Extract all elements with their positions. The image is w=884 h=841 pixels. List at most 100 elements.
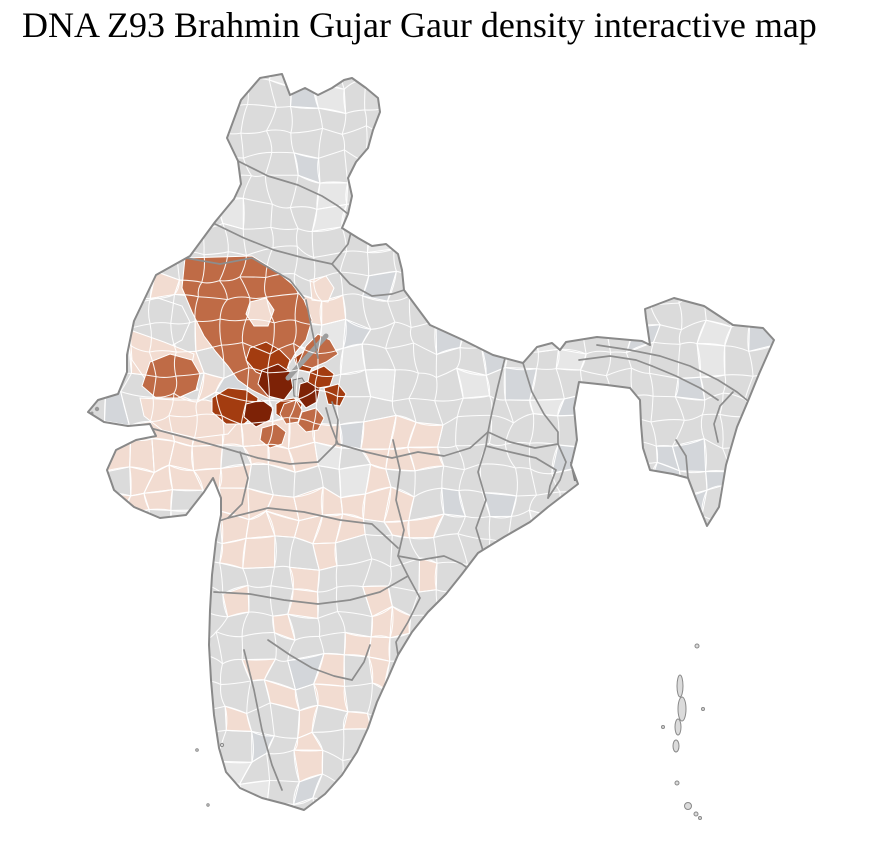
district-cell[interactable] <box>81 509 105 544</box>
district-cell[interactable] <box>650 609 677 642</box>
district-cell[interactable] <box>768 613 800 643</box>
district-cell[interactable] <box>482 76 517 109</box>
district-cell[interactable] <box>605 297 635 329</box>
district-veryhigh-south[interactable] <box>243 399 274 428</box>
district-cell[interactable] <box>770 62 802 90</box>
district-cell[interactable] <box>153 782 182 810</box>
district-cell[interactable] <box>454 653 491 689</box>
district-cell[interactable] <box>436 250 466 279</box>
district-cell[interactable] <box>797 610 821 633</box>
district-cell[interactable] <box>580 79 612 112</box>
district-cell[interactable] <box>409 248 443 282</box>
district-cell[interactable] <box>368 175 390 202</box>
district-cell[interactable] <box>528 509 562 543</box>
island[interactable] <box>677 696 687 722</box>
district-cell[interactable] <box>697 653 726 690</box>
district-cell[interactable] <box>98 828 131 841</box>
island[interactable] <box>672 739 680 753</box>
island[interactable] <box>698 816 702 820</box>
district-cell[interactable] <box>168 807 202 831</box>
island[interactable] <box>219 742 225 748</box>
district-cell[interactable] <box>627 201 660 233</box>
district-cell[interactable] <box>97 318 130 354</box>
district-cell[interactable] <box>725 605 751 643</box>
district-cell[interactable] <box>698 534 732 571</box>
district-cell[interactable] <box>434 823 466 841</box>
district-cell[interactable] <box>676 77 703 114</box>
district-cell[interactable] <box>671 533 702 571</box>
district-cell[interactable] <box>411 77 443 105</box>
district-cell[interactable] <box>626 629 657 665</box>
district-cell[interactable] <box>679 732 705 760</box>
district-cell[interactable] <box>436 222 463 256</box>
district-cell[interactable] <box>465 562 493 592</box>
district-cell[interactable] <box>359 778 392 810</box>
district-cell[interactable] <box>724 55 756 88</box>
district-cell[interactable] <box>168 537 205 571</box>
district-cell[interactable] <box>673 196 706 234</box>
island[interactable] <box>694 643 700 649</box>
district-cell[interactable] <box>150 55 178 90</box>
district-cell[interactable] <box>777 775 797 800</box>
district-cell[interactable] <box>796 632 822 659</box>
island[interactable] <box>676 674 684 698</box>
district-cell[interactable] <box>411 101 443 139</box>
district-cell[interactable] <box>455 608 486 633</box>
district-cell[interactable] <box>98 777 134 810</box>
district-cell[interactable] <box>603 509 629 546</box>
district-cell[interactable] <box>729 823 749 841</box>
district-cell[interactable] <box>777 294 800 323</box>
district-cell[interactable] <box>144 824 180 841</box>
district-cell[interactable] <box>583 610 613 637</box>
district-cell[interactable] <box>119 583 149 618</box>
district-cell[interactable] <box>103 492 132 519</box>
island[interactable] <box>674 780 680 786</box>
district-cell[interactable] <box>169 680 200 713</box>
district-cell[interactable] <box>242 535 276 569</box>
district-cell[interactable] <box>696 777 730 806</box>
island[interactable] <box>674 718 682 736</box>
district-cell[interactable] <box>460 229 484 256</box>
district-cell[interactable] <box>95 175 131 205</box>
district-cell[interactable] <box>719 485 756 522</box>
district-cell[interactable] <box>580 297 613 329</box>
district-cell[interactable] <box>77 104 107 134</box>
district-cell[interactable] <box>512 224 535 258</box>
district-cell[interactable] <box>144 104 176 131</box>
island[interactable] <box>661 725 665 729</box>
district-cell[interactable] <box>98 702 125 736</box>
district-cell[interactable] <box>418 557 438 593</box>
district-cell[interactable] <box>630 755 656 780</box>
island[interactable] <box>684 802 692 810</box>
district-cell[interactable] <box>75 757 104 786</box>
district-cell[interactable] <box>288 566 320 593</box>
district-cell[interactable] <box>503 204 536 229</box>
district-cell[interactable] <box>625 609 657 638</box>
district-cell[interactable] <box>705 470 732 491</box>
district-medium-detached[interactable] <box>259 423 287 449</box>
district-cell[interactable] <box>390 77 415 107</box>
island[interactable] <box>195 748 199 752</box>
district-cell[interactable] <box>361 751 393 786</box>
district-cell[interactable] <box>455 582 494 618</box>
district-cell[interactable] <box>581 273 613 307</box>
island[interactable] <box>206 803 210 807</box>
district-cell[interactable] <box>604 154 636 186</box>
district-cell[interactable] <box>119 248 157 275</box>
district-cell[interactable] <box>224 823 249 841</box>
district-cell[interactable] <box>342 711 372 730</box>
district-cell[interactable] <box>528 557 562 593</box>
district-cell[interactable] <box>794 246 825 283</box>
island[interactable] <box>701 707 705 711</box>
district-cell[interactable] <box>534 326 560 353</box>
district-cell[interactable] <box>581 249 611 283</box>
district-cell[interactable] <box>746 773 780 803</box>
district-cell[interactable] <box>729 175 751 210</box>
island[interactable] <box>693 811 699 817</box>
district-cell[interactable] <box>120 611 149 641</box>
district-cell[interactable] <box>433 701 459 738</box>
district-cell[interactable] <box>771 513 797 547</box>
district-cell[interactable] <box>458 204 486 232</box>
district-cell[interactable] <box>479 608 517 640</box>
